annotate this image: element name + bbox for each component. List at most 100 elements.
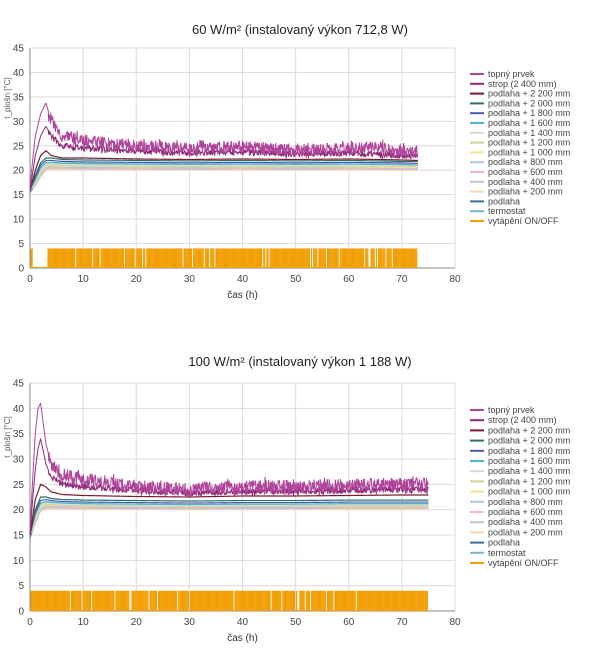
legend-label: podlaha + 1 400 mm — [488, 128, 570, 138]
series-line — [29, 159, 418, 191]
chart-title: 100 W/m² (instalovaný výkon 1 188 W) — [188, 354, 412, 369]
chart-100w-svg: 0 5 10 15 20 25 30 35 40 45 0 10 20 30 40 50 60 70 80 čas (… — [3, 379, 570, 645]
x-tick-label: 20 — [131, 274, 143, 285]
legend-label: podlaha + 1 800 mm — [488, 446, 570, 456]
legend-label: vytápění ON/OFF — [488, 558, 559, 568]
y-tick-label: 35 — [13, 429, 25, 440]
series-line — [29, 167, 418, 191]
legend-label: podlaha + 1 600 mm — [488, 456, 570, 466]
legend-label: podlaha + 200 mm — [488, 527, 563, 537]
y-tick-label: 40 — [13, 68, 25, 79]
legend-label: podlaha + 1 000 mm — [488, 147, 570, 157]
legend-label: podlaha + 600 mm — [488, 167, 563, 177]
legend-label: termostat — [488, 548, 526, 558]
x-tick-label: 60 — [343, 617, 355, 628]
series-line — [29, 496, 429, 536]
y-tick-label: 0 — [18, 264, 24, 275]
y-tick-label: 40 — [13, 404, 25, 415]
x-tick-label: 70 — [396, 617, 408, 628]
x-tick-label: 50 — [290, 274, 302, 285]
series-line — [29, 157, 418, 190]
chart-60w: 60 W/m² (instalovaný výkon 712,8 W) 0 5 10… — [0, 0, 600, 320]
series-line — [29, 506, 429, 538]
y-tick-label: 0 — [18, 607, 24, 618]
legend-label: strop (2 400 mm) — [488, 415, 557, 425]
x-tick-label: 50 — [290, 617, 302, 628]
y-tick-label: 10 — [13, 215, 25, 226]
y-tick-label: 45 — [13, 44, 25, 55]
y-tick-label: 5 — [18, 581, 24, 592]
y-tick-label: 25 — [13, 141, 25, 152]
y-tick-label: 30 — [13, 455, 25, 466]
series-line — [29, 161, 418, 191]
x-tick-label: 40 — [237, 617, 249, 628]
x-tick-label: 80 — [449, 617, 461, 628]
legend-label: podlaha + 1 400 mm — [488, 466, 570, 476]
x-tick-label: 40 — [237, 274, 249, 285]
y-tick-label: 20 — [13, 166, 25, 177]
chart-title: 60 W/m² (instalovaný výkon 712,8 W) — [191, 22, 409, 37]
series-line — [29, 102, 419, 185]
legend-label: podlaha — [488, 196, 520, 206]
y-tick-label: 5 — [18, 239, 24, 250]
x-tick-label: 60 — [343, 274, 355, 285]
x-tick-label: 10 — [78, 274, 90, 285]
series-line — [29, 126, 419, 190]
legend-label: podlaha + 2 000 mm — [488, 98, 570, 108]
series-line — [29, 500, 429, 536]
series-line — [29, 168, 418, 191]
legend-label: termostat — [488, 206, 526, 216]
series-line — [29, 498, 429, 536]
legend-label: podlaha + 2 200 mm — [488, 89, 570, 99]
legend-label: vytápění ON/OFF — [488, 216, 559, 226]
x-tick-label: 10 — [78, 617, 90, 628]
legend-label: podlaha + 200 mm — [488, 187, 563, 197]
y-tick-label: 15 — [13, 190, 25, 201]
y-tick-label: 25 — [13, 480, 25, 491]
y-tick-label: 35 — [13, 92, 25, 103]
x-tick-label: 0 — [27, 274, 33, 285]
legend-label: podlaha + 800 mm — [488, 157, 563, 167]
legend-label: podlaha + 1 200 mm — [488, 138, 570, 148]
y-tick-label: 30 — [13, 117, 25, 128]
chart-100w: 100 W/m² (instalovaný výkon 1 188 W) 0 5 1… — [0, 338, 600, 658]
series-line — [29, 167, 418, 191]
series-line — [29, 505, 429, 536]
chart-60w-svg: 0 5 10 15 20 25 30 35 40 45 0 10 20 30 40 50 60 70 80 čas (… — [3, 44, 570, 302]
legend-label: podlaha + 1 200 mm — [488, 476, 570, 486]
y-axis-label: t_plošn [°C] — [3, 77, 12, 118]
series-line — [29, 483, 429, 536]
legend-label: podlaha + 1 600 mm — [488, 118, 570, 128]
x-tick-label: 30 — [184, 617, 196, 628]
gridlines — [30, 382, 456, 611]
legend-label: podlaha + 2 000 mm — [488, 436, 570, 446]
series-line — [29, 508, 429, 536]
legend-label: podlaha + 400 mm — [488, 177, 563, 187]
y-tick-label: 45 — [13, 379, 25, 390]
series-line — [29, 163, 418, 191]
legend-label: podlaha + 1 800 mm — [488, 108, 570, 118]
legend-label: podlaha + 1 000 mm — [488, 487, 570, 497]
y-tick-label: 10 — [13, 556, 25, 567]
legend-label: podlaha — [488, 538, 520, 548]
y-axis-label: t_plošn [°C] — [3, 416, 12, 457]
series-line — [29, 150, 418, 190]
y-tick-label: 20 — [13, 505, 25, 516]
legend-label: podlaha + 800 mm — [488, 497, 563, 507]
legend-label: podlaha + 2 200 mm — [488, 425, 570, 435]
x-tick-label: 20 — [131, 617, 143, 628]
x-tick-label: 0 — [27, 617, 33, 628]
x-tick-label: 70 — [396, 274, 408, 285]
x-tick-label: 30 — [184, 274, 196, 285]
legend-label: strop (2 400 mm) — [488, 79, 557, 89]
x-axis-label: čas (h) — [227, 290, 258, 301]
legend-label: topný prvek — [488, 69, 535, 79]
series-line — [29, 438, 429, 536]
legend-label: topný prvek — [488, 405, 535, 415]
series-line — [29, 502, 429, 536]
series-onoff — [30, 590, 429, 611]
x-tick-label: 80 — [449, 274, 461, 285]
x-axis-label: čas (h) — [227, 633, 258, 644]
